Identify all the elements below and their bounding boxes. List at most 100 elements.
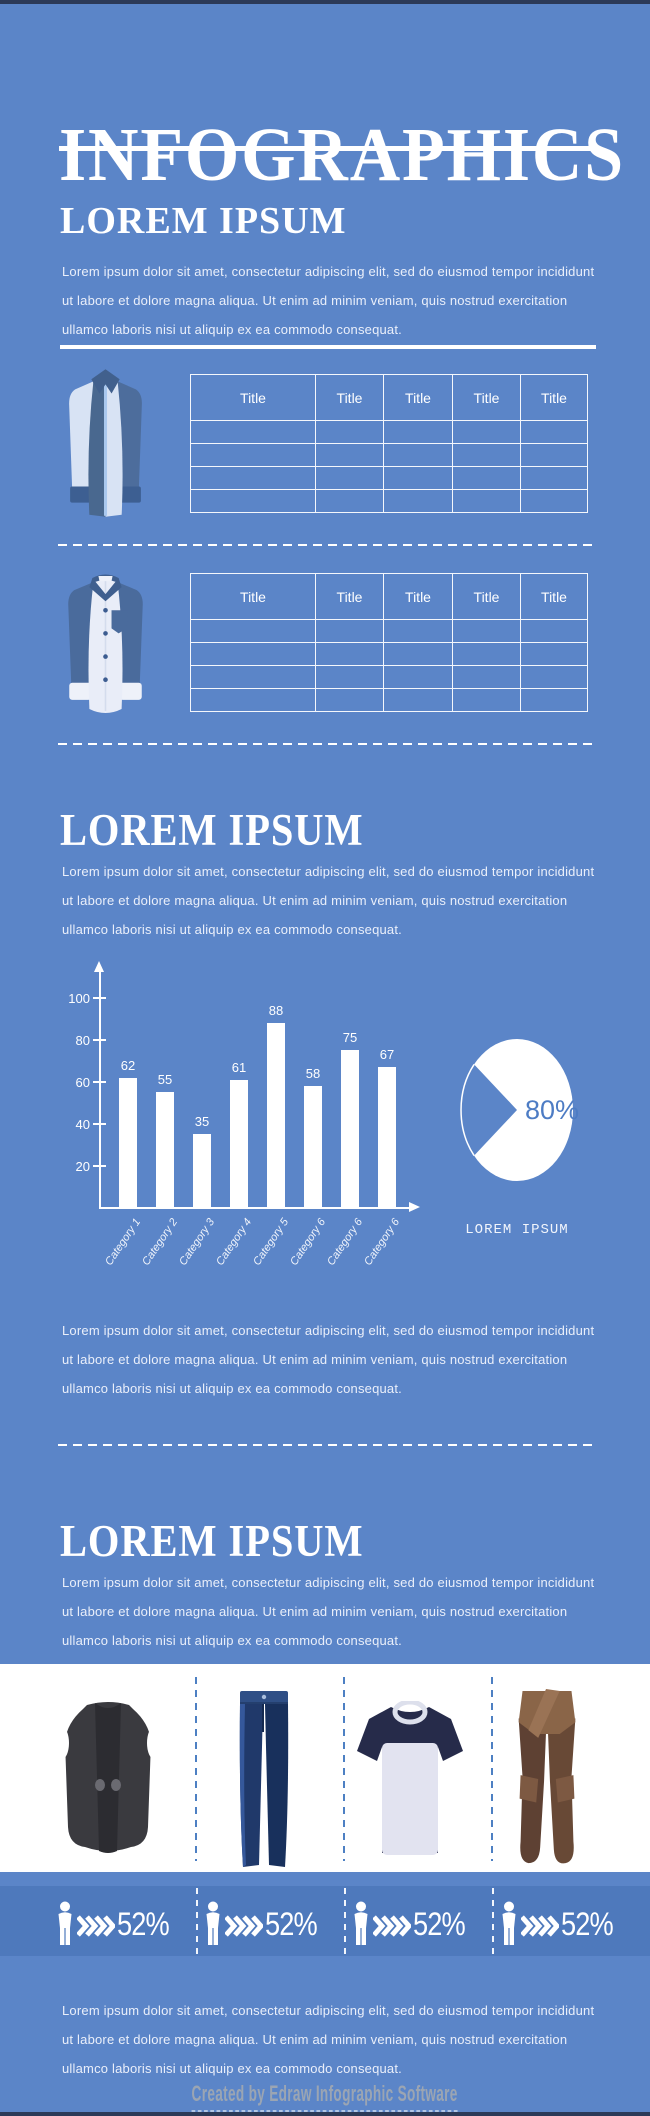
person-icon <box>58 1901 72 1945</box>
person-icon <box>206 1901 220 1945</box>
x-axis-category-label: Category 6 <box>288 1216 329 1268</box>
stat-value: 52% <box>265 1906 318 1942</box>
table-cell <box>190 642 316 666</box>
table-cell <box>315 466 384 490</box>
table-header-cell: Title <box>520 573 588 620</box>
dashed-divider-2 <box>58 743 597 745</box>
table-cell <box>315 665 384 689</box>
dress-shirt-icon <box>69 369 142 517</box>
table-cell <box>520 665 588 689</box>
table-cell <box>383 619 453 643</box>
person-icon <box>354 1901 368 1945</box>
x-axis-category-label: Category 6 <box>325 1216 366 1268</box>
page-title: INFOGRAPHICS <box>59 112 625 197</box>
table-cell <box>452 420 521 444</box>
bar-value-label: 62 <box>120 1058 136 1073</box>
table-cell <box>190 688 316 712</box>
bottom-paragraph: Lorem ipsum dolor sit amet, consectetur … <box>62 2003 595 2076</box>
table-cell <box>190 466 316 490</box>
table-header-cell: Title <box>190 573 316 620</box>
x-axis-arrow <box>409 1202 420 1212</box>
table-header-cell: Title <box>383 573 453 620</box>
t-shirt-icon <box>357 1701 463 1855</box>
bar-value-label: 88 <box>268 1003 284 1018</box>
stat-item-4: 52% <box>500 1898 646 1950</box>
section-2-paragraph-2: Lorem ipsum dolor sit amet, consectetur … <box>62 1323 595 1396</box>
table-cell <box>383 466 453 490</box>
y-axis-tick <box>93 1165 106 1167</box>
y-axis-tick <box>93 1039 106 1041</box>
table-cell <box>452 619 521 643</box>
y-axis <box>99 972 101 1209</box>
clothing-separator <box>195 1677 197 1861</box>
table-header-cell: Title <box>315 573 384 620</box>
pie-percentage-label: 80% <box>525 1095 579 1125</box>
stat-item-1: 52% <box>56 1898 202 1950</box>
table-header-cell: Title <box>315 374 384 421</box>
bar-value-label: 67 <box>379 1047 395 1062</box>
table-cell <box>383 665 453 689</box>
bar-value-label: 35 <box>194 1114 210 1129</box>
solid-divider <box>60 345 596 349</box>
table-cell <box>383 688 453 712</box>
table-cell <box>520 688 588 712</box>
table-cell <box>315 420 384 444</box>
table-cell <box>520 489 588 513</box>
table-header-cell: Title <box>520 374 588 421</box>
x-axis-category-label: Category 2 <box>140 1216 181 1268</box>
chevrons-right-icon <box>521 1915 559 1937</box>
chevrons-right-icon <box>373 1915 411 1937</box>
stat-item-3: 52% <box>352 1898 498 1950</box>
vest-icon <box>55 1702 161 1853</box>
stat-value: 52% <box>561 1906 614 1942</box>
x-axis-category-label: Category 5 <box>251 1216 292 1268</box>
title-underline <box>59 146 596 151</box>
table-cell <box>520 443 588 467</box>
stat-item-2: 52% <box>204 1898 350 1950</box>
chevrons-right-icon <box>225 1915 263 1937</box>
pie-chart: 80% <box>460 1039 579 1181</box>
table-cell <box>383 420 453 444</box>
y-axis-tick-label: 80 <box>75 1033 90 1048</box>
bar <box>230 1080 248 1208</box>
x-axis-category-label: Category 3 <box>177 1216 218 1268</box>
table-cell <box>190 489 316 513</box>
section-1-heading: LOREM IPSUM <box>60 199 347 242</box>
bar <box>378 1067 396 1208</box>
table-cell <box>452 489 521 513</box>
table-cell <box>190 443 316 467</box>
data-table-1: Title Title Title Title Title <box>190 374 588 513</box>
footer-credit-link[interactable]: Created by Edraw Infographic Software <box>191 2081 459 2113</box>
table-cell <box>383 642 453 666</box>
bar <box>193 1134 211 1208</box>
table-cell <box>190 619 316 643</box>
y-axis-tick <box>93 1081 106 1083</box>
table-cell <box>520 466 588 490</box>
section-1-paragraph: Lorem ipsum dolor sit amet, consectetur … <box>62 264 595 337</box>
bar <box>341 1050 359 1208</box>
chevrons-right-icon <box>77 1915 115 1937</box>
dashed-divider-3 <box>58 1444 597 1446</box>
table-cell <box>383 443 453 467</box>
x-axis-category-label: Category 4 <box>214 1216 255 1268</box>
table-cell <box>520 619 588 643</box>
clothing-separator <box>343 1677 345 1861</box>
pie-caption: LOREM IPSUM <box>465 1222 569 1238</box>
table-cell <box>452 443 521 467</box>
bar <box>156 1092 174 1208</box>
clothing-separator <box>491 1677 493 1861</box>
table-cell <box>315 489 384 513</box>
x-axis <box>99 1207 409 1209</box>
top-edge-strip <box>0 0 650 4</box>
section-3-heading: LOREM IPSUM <box>60 1516 364 1567</box>
y-axis-tick <box>93 1123 106 1125</box>
person-icon <box>502 1901 516 1945</box>
y-axis-tick-label: 40 <box>75 1117 90 1132</box>
table-header-cell: Title <box>190 374 316 421</box>
dashed-divider-1 <box>58 544 597 546</box>
table-cell <box>315 688 384 712</box>
table: Title Title Title Title Title <box>190 573 588 712</box>
table-header-cell: Title <box>452 374 521 421</box>
bar <box>304 1086 322 1208</box>
